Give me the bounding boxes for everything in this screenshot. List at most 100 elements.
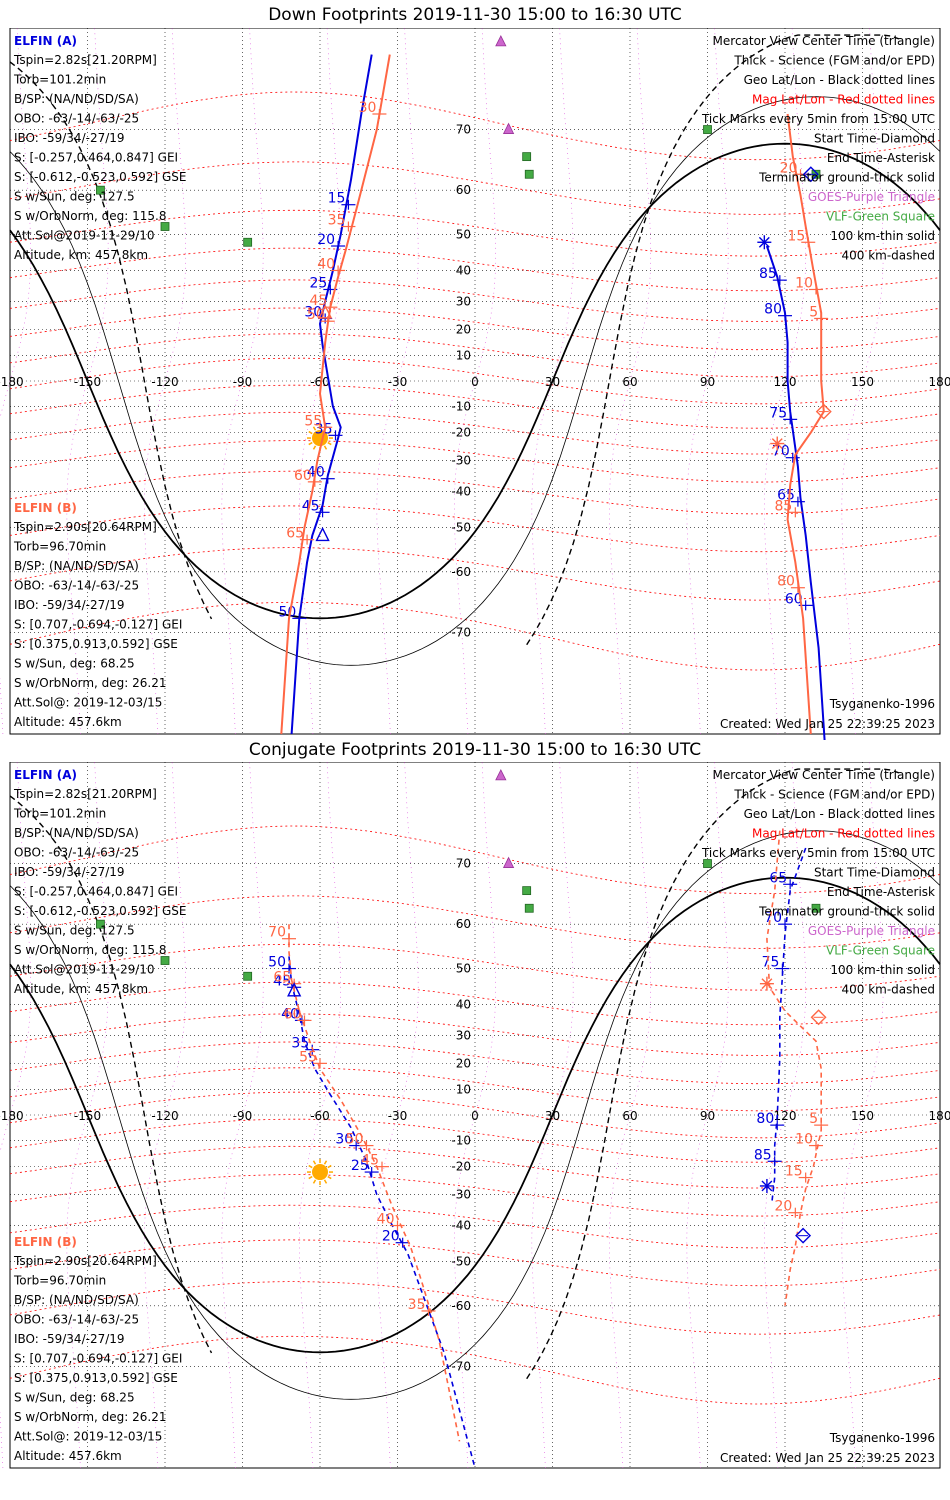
track-tick-label: 35 [315,421,333,437]
track-tick-label: 85 [775,498,793,514]
mag-parallel [9,1091,941,1139]
vlf-station [96,919,105,929]
lat-tick-label: -50 [451,520,471,534]
track-line [786,113,825,735]
track-tick-label: 15 [785,1164,803,1180]
mag-parallel [9,470,941,515]
track-tick-label: 60 [785,591,803,607]
mag-meridian [143,762,187,1469]
track-tick-label: 65 [769,870,787,886]
view-center-triangle [318,304,333,319]
lat-tick-label: 40 [456,997,471,1011]
lon-tick-label: -120 [151,375,178,389]
track-tick-label: 85 [754,1147,772,1163]
track-tick-label: 50 [307,307,325,323]
track-tick-label: 40 [377,1212,395,1228]
elfin-a-info-line: Altitude, km: 457.8km [14,982,148,996]
legend-line: VLF-Green Square [826,210,935,224]
track-tick-label: 75 [769,405,787,421]
legend-line: Mercator View Center Time (triangle) [713,34,935,48]
elfin-a-info-line: OBO: -63/-14/-63/-25 [14,112,139,126]
footprint-track: 20 15 10 5 85 80 [775,113,829,735]
mag-parallel [9,981,941,1026]
end-asterisk [761,1180,773,1192]
lon-tick-label: 60 [622,375,637,389]
elfin-a-info-line: Torb=101.2min [13,807,106,821]
lat-tick-label: -70 [451,625,471,639]
elfin-b-info-line: Altitude: 457.6km [14,715,122,729]
mag-meridian [763,762,807,1469]
lon-tick-label: -120 [151,1109,178,1123]
track-tick-label: 55 [299,1049,317,1065]
elfin-a-info-line: Altitude, km: 457.8km [14,248,148,262]
lon-tick-label: 120 [774,375,797,389]
sun-ray [327,1175,332,1180]
elfin-b-info-line: IBO: -59/34/-27/19 [14,1332,125,1346]
start-diamond [810,1009,827,1026]
terminator-ground [9,876,941,1354]
legend-line: Mag Lat/Lon - Red dotted lines [752,827,935,841]
track-tick-label: 70 [764,910,782,926]
track-tick-label: 5 [809,304,818,320]
mag-meridian [298,762,342,1469]
footprint-track: 50 45 40 35 30 25 20 [268,955,476,1469]
end-asterisk [771,438,783,449]
track-tick-label: 20 [382,1229,400,1245]
sun-ray [312,1179,317,1184]
elfin-b-info-line: S: [0.375,0.913,0.592] GSE [14,637,178,651]
elfin-a-info-line: Tspin=2.82s[21.20RPM] [13,53,157,67]
mag-parallel [9,333,941,378]
mag-parallel [9,1118,941,1163]
mag-parallel [9,505,941,553]
mag-parallel [9,247,941,292]
mag-meridian [686,28,729,735]
elfin-b-info-line: S w/Sun, deg: 68.25 [14,1391,135,1405]
lon-tick-label: 30 [545,375,560,389]
lon-tick-label: -90 [233,375,253,389]
lon-tick-label: 30 [545,1109,560,1123]
mag-parallel [9,307,941,351]
track-tick-label: 70 [268,925,286,941]
vlf-station [811,903,821,913]
created-label: Created: Wed Jan 25 22:39:25 2023 [720,717,935,731]
legend-line: Tick Marks every 5min from 15:00 UTC [701,846,935,860]
mag-meridian [221,28,264,735]
lon-tick-label: 0 [471,1109,479,1123]
mag-meridian [376,762,419,1469]
lat-tick-label: 60 [456,917,471,931]
lat-tick-label: 50 [456,962,471,976]
sun-ray [308,441,313,446]
vlf-station [243,237,253,247]
elfin-a-info-line: S: [-0.257,0.464,0.847] GEI [14,885,178,899]
lat-tick-label: 20 [456,322,471,336]
panel-2-title: Conjugate Footprints 2019-11-30 15:00 to… [248,740,702,760]
vlf-station [160,956,170,965]
elfin-a-label: ELFIN (A) [14,34,77,48]
goes-station [502,122,515,134]
terminator-400km [526,34,899,646]
terminator-400km [9,61,213,620]
track-tick-label: 50 [346,1132,364,1148]
mag-parallel [9,547,941,601]
track-line [280,54,391,735]
lon-tick-label: 0 [471,375,479,389]
legend-line: Start Time-Diamond [814,866,935,880]
mag-parallel [9,1145,941,1189]
sun-ray [323,1160,328,1165]
lon-tick-label: -150 [74,375,101,389]
footprint-track: 5 10 15 20 [766,830,829,1306]
lat-tick-label: 40 [456,263,471,277]
track-tick-label: 55 [304,413,322,429]
elfin-a-info-line: S w/Sun, deg: 127.5 [14,190,135,204]
track-tick-label: 65 [273,970,291,986]
elfin-a-info-line: IBO: -59/34/-27/19 [14,865,125,879]
sun-ray [308,430,313,435]
lon-tick-label: 90 [700,375,715,389]
elfin-b-info-line: IBO: -59/34/-27/19 [14,598,125,612]
track-line [288,924,461,1442]
elfin-a-info-line: S: [-0.612,-0.523,0.592] GSE [14,904,187,918]
track-tick-label: 45 [273,973,291,989]
lat-tick-label: 10 [456,349,471,363]
elfin-b-info-line: Att.Sol@: 2019-12-03/15 [14,1430,162,1444]
track-tick-label: 45 [361,1153,379,1169]
